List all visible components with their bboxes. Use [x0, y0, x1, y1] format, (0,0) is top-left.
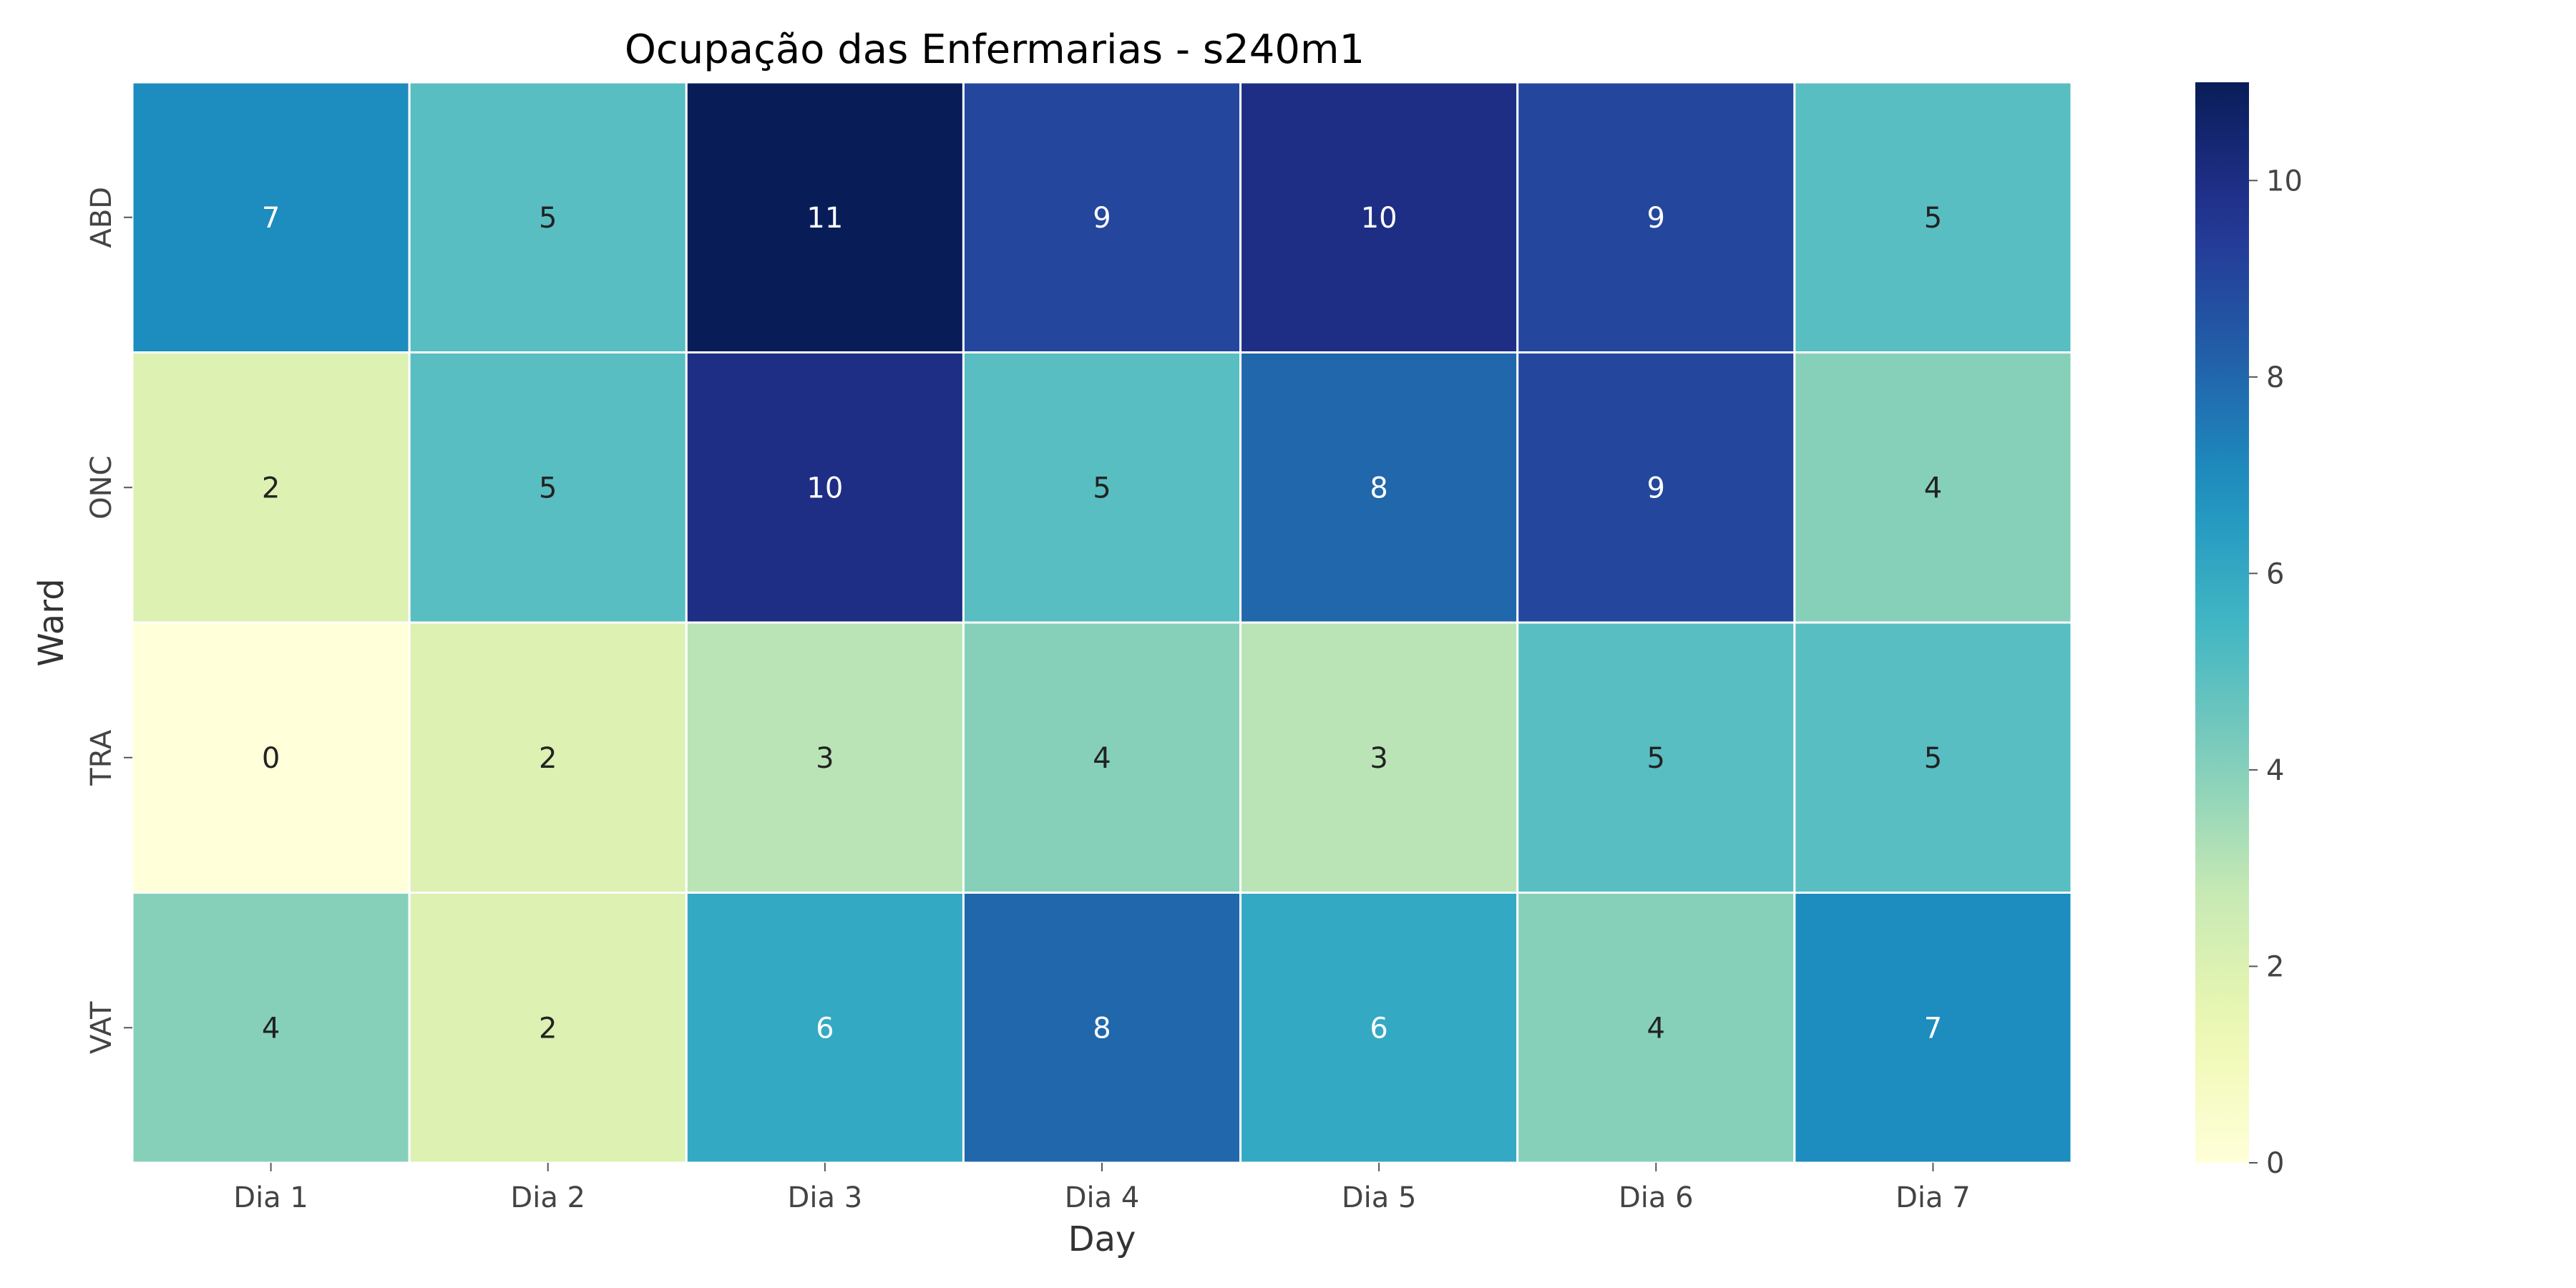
colorbar-tick-label: 2	[2266, 950, 2284, 983]
heatmap-cell	[962, 621, 1242, 894]
cell-value-label: 3	[816, 742, 834, 775]
heatmap-cell	[1239, 81, 1519, 353]
colorbar	[2195, 82, 2249, 1163]
y-tick-label: TRA	[85, 729, 118, 786]
y-tick-label: ABD	[85, 187, 118, 248]
cell-value-label: 5	[1647, 742, 1665, 775]
heatmap-cell	[1239, 351, 1519, 624]
cell-value-label: 8	[1370, 472, 1387, 504]
heatmap-cell	[1516, 892, 1796, 1164]
y-axis-ticks: ABD ONC TRA VAT	[85, 187, 132, 1054]
cell-value-label: 4	[1924, 472, 1942, 504]
heatmap-cell	[131, 351, 411, 624]
heatmap-cell	[685, 621, 965, 894]
cell-value-label: 4	[262, 1012, 280, 1045]
x-tick-label: Dia 6	[1619, 1181, 1694, 1214]
heatmap-cell	[131, 621, 411, 894]
x-axis-ticks: Dia 1 Dia 2 Dia 3 Dia 4 Dia 5 Dia 6 Dia 7	[233, 1163, 1971, 1214]
chart-title: Ocupação das Enfermarias - s240m1	[625, 26, 1365, 73]
y-axis-label: Ward	[31, 578, 72, 666]
cell-value-label: 6	[1370, 1012, 1387, 1045]
cell-value-label: 7	[1924, 1012, 1942, 1045]
colorbar-ticks: 0 2 4 6 8 10	[2249, 165, 2303, 1180]
x-tick-label: Dia 7	[1896, 1181, 1971, 1214]
cell-value-label: 3	[1370, 742, 1387, 775]
heatmap-cell	[408, 892, 688, 1164]
cell-value-label: 2	[539, 1012, 557, 1045]
heatmap-cell	[1239, 621, 1519, 894]
cell-value-label: 0	[262, 742, 280, 775]
x-axis-label: Day	[1068, 1219, 1136, 1259]
heatmap-cell	[1793, 892, 2073, 1164]
x-tick-label: Dia 2	[510, 1181, 585, 1214]
x-tick-label: Dia 4	[1065, 1181, 1140, 1214]
heatmap-cell	[685, 351, 965, 624]
cell-value-label: 6	[816, 1012, 834, 1045]
heatmap-cell	[1516, 351, 1796, 624]
cell-value-label: 9	[1647, 472, 1665, 504]
cell-value-label: 2	[262, 472, 280, 504]
heatmap-cell	[408, 621, 688, 894]
x-tick-label: Dia 3	[788, 1181, 863, 1214]
heatmap-cells: 7 5 11 9 10 9 5 2 5 10 5 8 9 4 0 2 3 4 3 5 5 4 2 6 8 6 4 7	[131, 81, 2073, 1164]
y-tick-label: ONC	[85, 456, 118, 519]
cell-value-label: 5	[539, 472, 557, 504]
cell-value-label: 5	[1924, 202, 1942, 235]
cell-value-label: 11	[806, 202, 843, 235]
colorbar-tick-label: 10	[2266, 165, 2303, 197]
cell-value-label: 7	[262, 202, 280, 235]
cell-value-label: 10	[806, 472, 843, 504]
cell-value-label: 10	[1361, 202, 1397, 235]
heatmap-cell	[408, 81, 688, 353]
cell-value-label: 5	[539, 202, 557, 235]
cell-value-label: 9	[1093, 202, 1111, 235]
cell-value-label: 4	[1647, 1012, 1665, 1045]
heatmap-cell	[1516, 621, 1796, 894]
heatmap-cell	[962, 81, 1242, 353]
cell-value-label: 5	[1093, 472, 1111, 504]
cell-value-label: 2	[539, 742, 557, 775]
heatmap-cell	[131, 81, 411, 353]
y-tick-label: VAT	[85, 1001, 118, 1054]
heatmap-cell	[1793, 621, 2073, 894]
cell-value-label: 4	[1093, 742, 1111, 775]
cell-value-label: 5	[1924, 742, 1942, 775]
x-tick-label: Dia 5	[1342, 1181, 1417, 1214]
heatmap-cell	[962, 892, 1242, 1164]
heatmap-cell	[685, 81, 965, 353]
x-tick-label: Dia 1	[233, 1181, 308, 1214]
heatmap-cell	[1793, 351, 2073, 624]
cell-value-label: 9	[1647, 202, 1665, 235]
heatmap-cell	[131, 892, 411, 1164]
heatmap-cell	[1516, 81, 1796, 353]
colorbar-tick-label: 0	[2266, 1147, 2284, 1180]
cell-value-label: 8	[1093, 1012, 1111, 1045]
colorbar-tick-label: 8	[2266, 361, 2284, 394]
colorbar-tick-label: 6	[2266, 557, 2284, 590]
colorbar-tick-label: 4	[2266, 754, 2284, 787]
